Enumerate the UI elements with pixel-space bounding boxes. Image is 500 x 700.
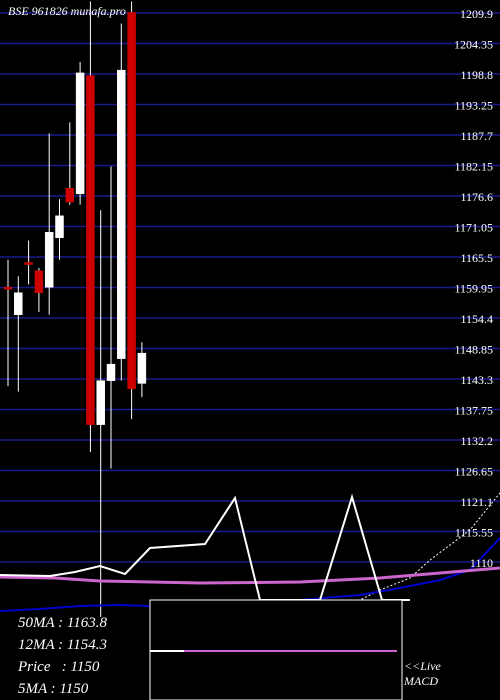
- candle-down: [86, 75, 95, 425]
- y-tick-label: 1115.55: [455, 526, 493, 540]
- y-tick-label: 1198.8: [460, 68, 493, 82]
- y-tick-label: 1176.6: [460, 190, 493, 204]
- y-tick-label: 1193.25: [454, 99, 493, 113]
- candle-up: [106, 363, 116, 381]
- candle-down: [34, 270, 44, 293]
- candle-down: [24, 262, 33, 265]
- y-tick-label: 1132.2: [460, 434, 493, 448]
- y-tick-label: 1126.65: [454, 465, 493, 479]
- ma50-stat: 50MA : 1163.8: [18, 615, 108, 631]
- ma12-stat: 12MA : 1154.3: [18, 637, 108, 653]
- candle-up: [14, 292, 23, 315]
- y-tick-label: 1137.75: [454, 404, 493, 418]
- y-tick-label: 1204.35: [454, 38, 493, 52]
- candle-up: [55, 215, 64, 239]
- y-tick-label: 1121.1: [460, 495, 493, 509]
- ma5-stat: 5MA : 1150: [18, 681, 89, 697]
- y-tick-label: 1154.4: [460, 312, 493, 326]
- macd-title-label: MACD: [404, 674, 438, 688]
- y-axis-ticks: 1209.9 1204.35 1198.8 1193.25 1187.7 1182.15 1…: [454, 7, 493, 570]
- macd-live-label: <<Live: [404, 659, 441, 673]
- y-tick-label: 1165.5: [460, 251, 493, 265]
- ma-dotted-line: [339, 492, 500, 611]
- y-tick-label: 1110: [470, 556, 493, 570]
- macd-label: <<Live MACD: [404, 659, 441, 689]
- candle-up: [96, 380, 105, 425]
- y-tick-label: 1143.3: [460, 373, 493, 387]
- candle-up: [44, 232, 54, 288]
- chart-title: BSE 961826 munafa.pro: [8, 4, 126, 18]
- y-tick-label: 1171.05: [454, 221, 493, 235]
- stats-panel: 50MA : 1163.8 12MA : 1154.3 Price : 1150…: [18, 612, 143, 700]
- candle-down: [65, 188, 75, 203]
- y-tick-label: 1182.15: [454, 160, 493, 174]
- candle-up: [117, 69, 126, 359]
- candle-down: [127, 12, 136, 390]
- y-tick-label: 1209.9: [460, 7, 493, 21]
- candle-down: [3, 286, 13, 290]
- price-stat: Price : 1150: [18, 659, 100, 675]
- y-tick-label: 1187.7: [460, 129, 493, 143]
- grid-lines: [0, 12, 500, 563]
- candle-up: [75, 72, 85, 195]
- candle-bodies: [3, 12, 147, 425]
- price-line: [0, 493, 410, 601]
- ma-pink-line: [0, 566, 500, 585]
- candle-up: [137, 352, 147, 384]
- indicator-lines: [0, 492, 500, 612]
- y-tick-label: 1148.85: [454, 343, 493, 357]
- y-tick-label: 1159.95: [454, 282, 493, 296]
